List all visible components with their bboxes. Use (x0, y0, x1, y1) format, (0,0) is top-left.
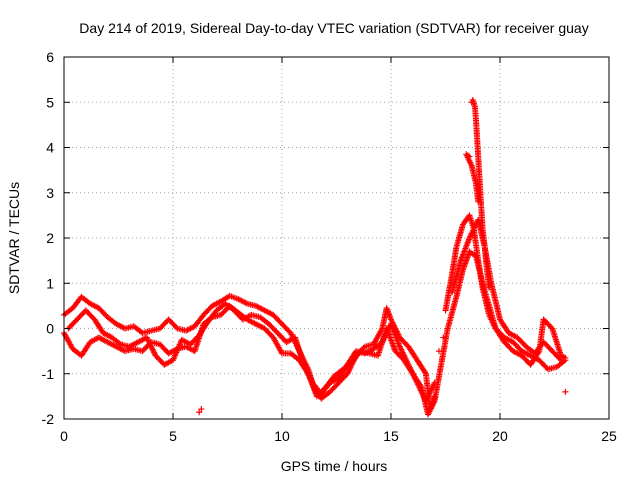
data-series (61, 96, 569, 418)
y-tick-label: 2 (46, 230, 54, 246)
data-point (558, 357, 565, 364)
y-tick-label: 1 (46, 275, 54, 291)
y-tick-label: 4 (46, 140, 54, 156)
y-tick-label: 5 (46, 94, 54, 110)
x-tick-label: 5 (169, 428, 177, 444)
data-point (556, 355, 563, 362)
grid (64, 57, 609, 419)
y-axis-label: SDTVAR / TECUs (6, 182, 22, 294)
axes: 0 5 10 15 20 25 -2 -1 0 1 2 3 4 5 6 (42, 49, 617, 444)
x-tick-label: 20 (492, 428, 508, 444)
y-tick-label: 3 (46, 185, 54, 201)
data-point (431, 379, 438, 386)
y-tick-label: -2 (42, 411, 55, 427)
x-tick-label: 25 (601, 428, 617, 444)
data-point (475, 198, 482, 205)
y-tick-label: -1 (42, 366, 55, 382)
data-point (562, 388, 569, 395)
y-tick-label: 6 (46, 49, 54, 65)
data-point (196, 409, 203, 416)
data-point (486, 284, 493, 291)
data-point (422, 369, 429, 376)
x-tick-label: 15 (383, 428, 399, 444)
y-tick-label: 0 (46, 321, 54, 337)
data-point (440, 334, 447, 341)
x-tick-label: 0 (60, 428, 68, 444)
x-tick-label: 10 (274, 428, 290, 444)
chart-title: Day 214 of 2019, Sidereal Day-to-day VTE… (79, 20, 588, 36)
plot-frame (63, 56, 610, 420)
data-point (198, 406, 205, 413)
x-axis-label: GPS time / hours (281, 458, 388, 474)
